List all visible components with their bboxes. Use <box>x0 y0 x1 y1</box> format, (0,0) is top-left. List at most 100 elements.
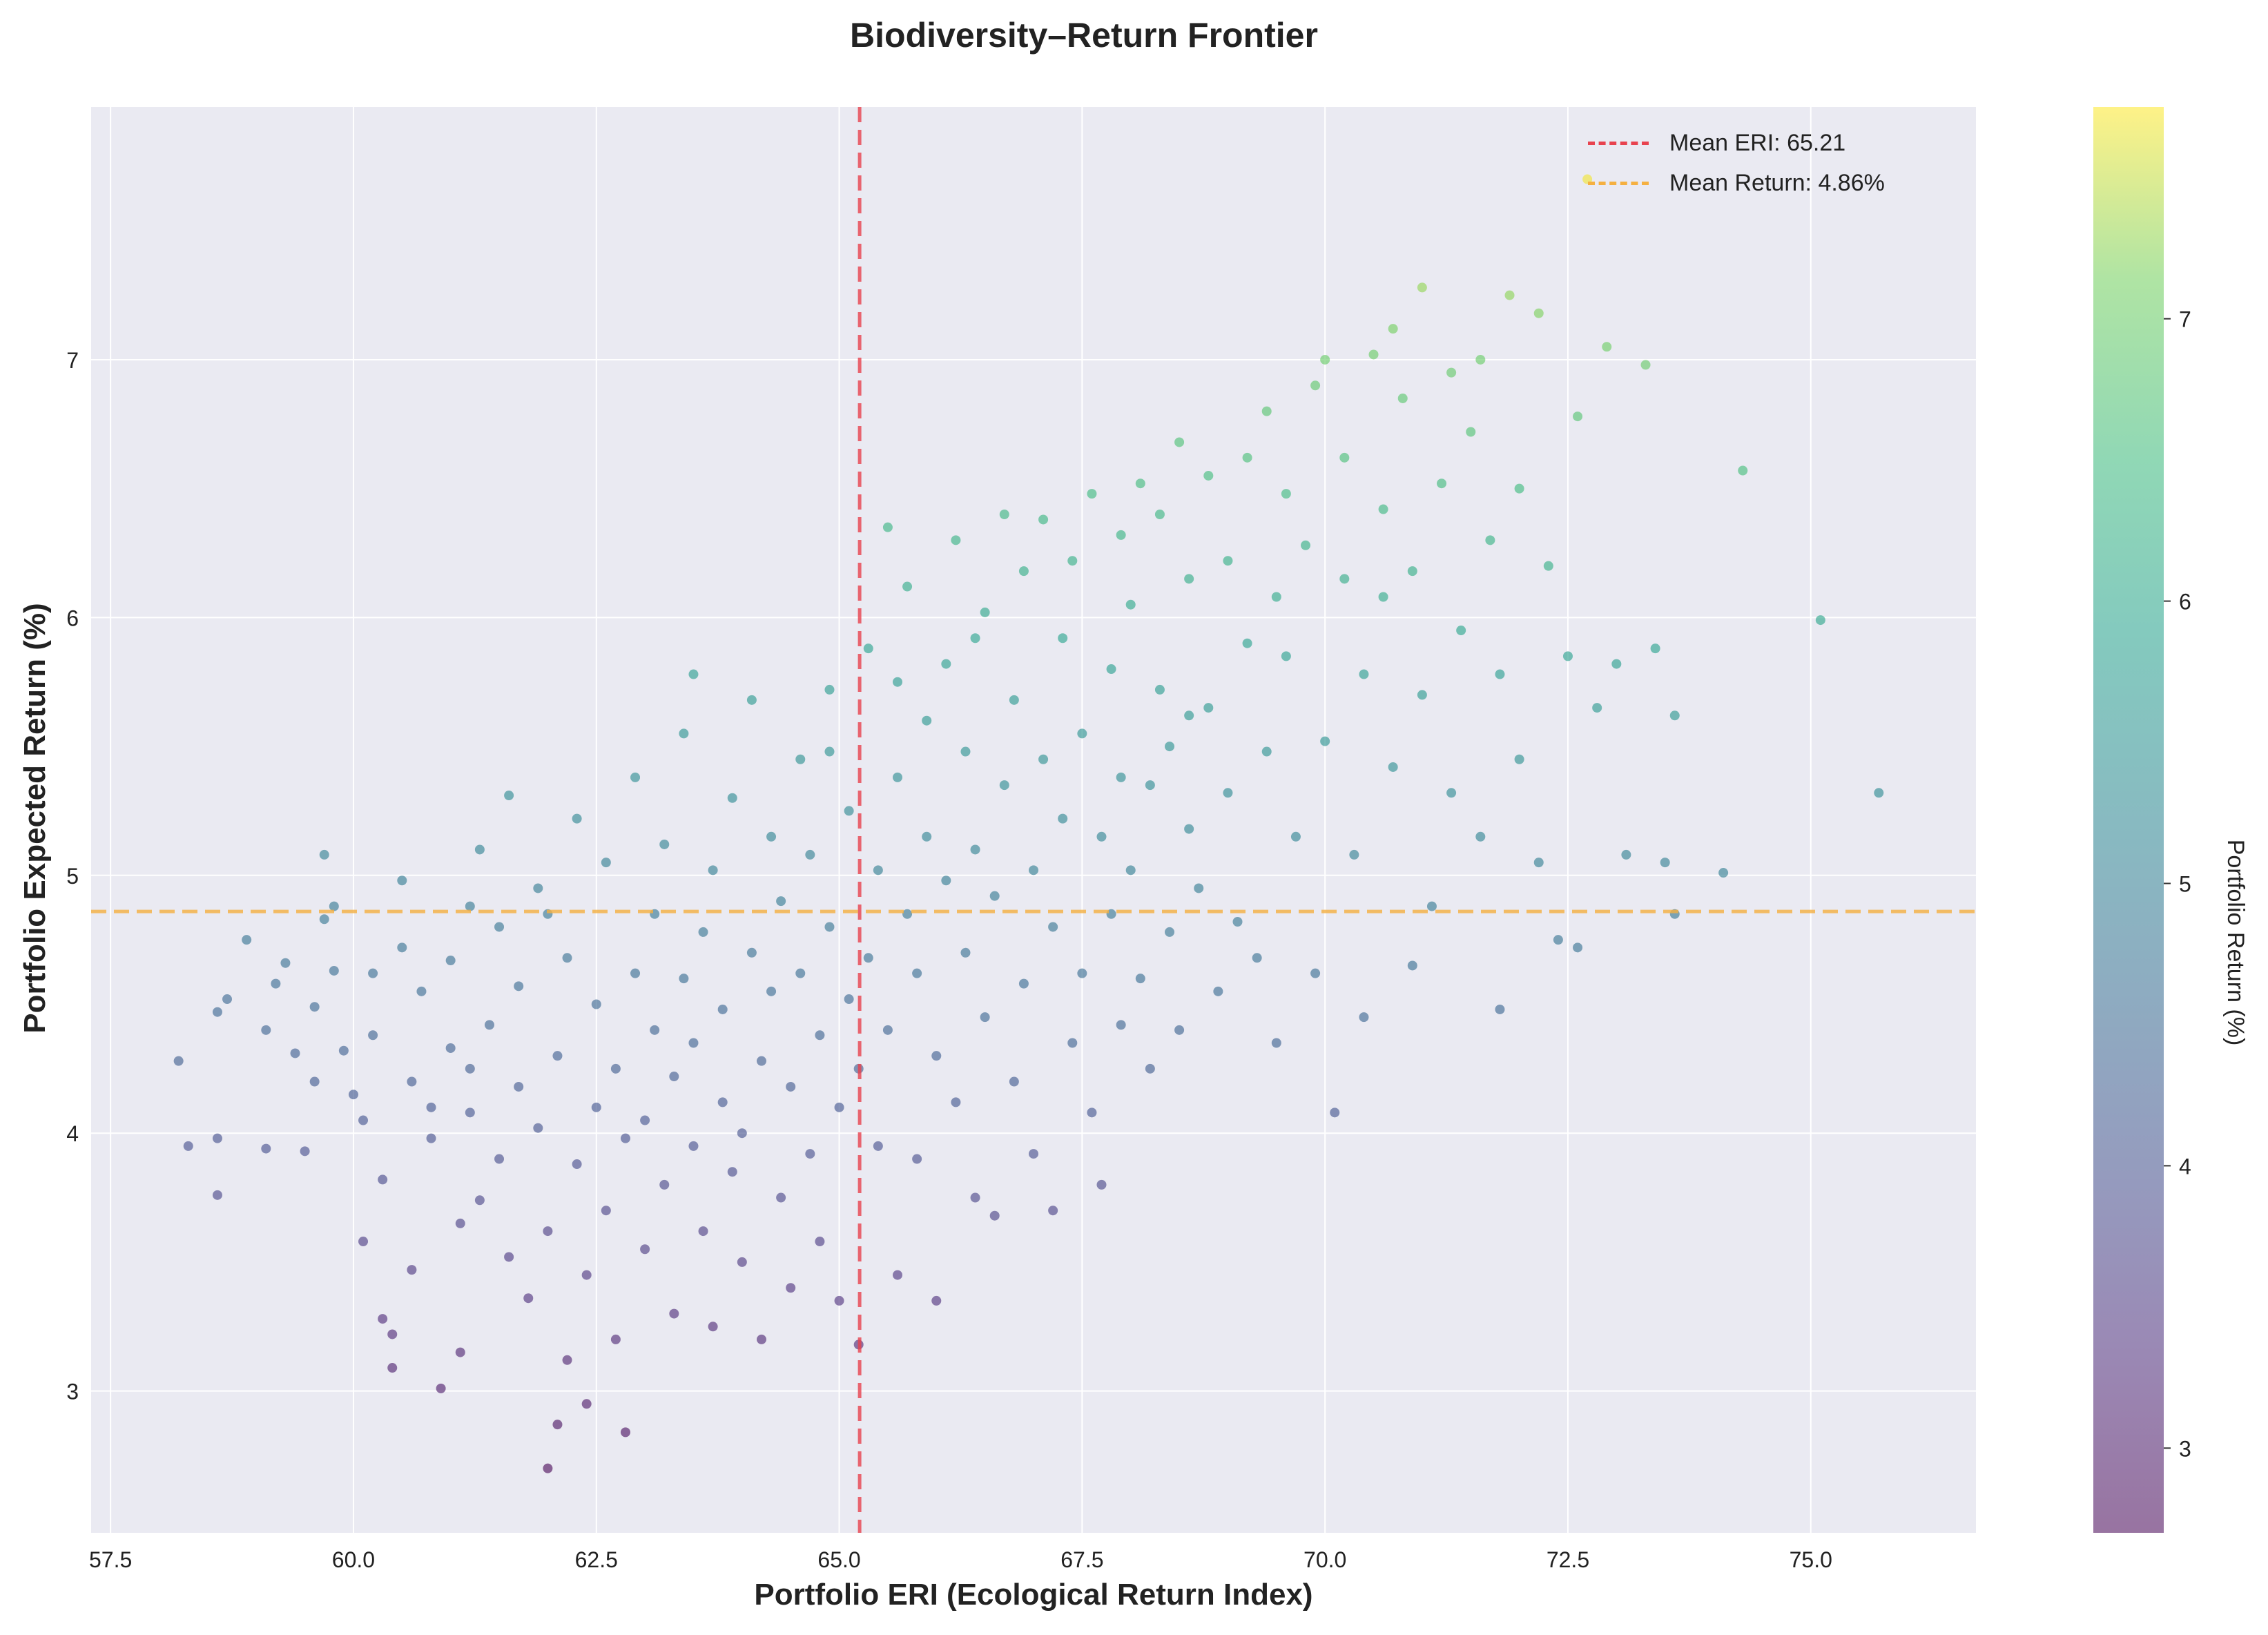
data-point <box>387 1329 398 1339</box>
y-ticks: 3 4 5 6 7 <box>66 348 79 1404</box>
data-point <box>416 986 427 996</box>
data-point <box>1815 615 1825 626</box>
data-point <box>1038 514 1049 525</box>
data-point <box>873 865 883 875</box>
data-point <box>1301 540 1311 550</box>
data-point <box>912 1154 922 1164</box>
data-point <box>1242 452 1252 463</box>
data-point <box>630 772 641 782</box>
colorbar <box>2093 107 2164 1533</box>
data-point <box>941 659 951 669</box>
x-axis-label: Portfolio ERI (Ecological Return Index) <box>754 1578 1313 1612</box>
data-point <box>1407 566 1417 577</box>
data-point <box>591 1102 601 1112</box>
data-point <box>562 1355 572 1365</box>
data-point <box>552 1051 563 1061</box>
data-point <box>669 1072 679 1082</box>
data-point <box>1048 922 1058 932</box>
data-point <box>1495 669 1505 679</box>
data-point <box>407 1076 417 1087</box>
data-point <box>698 1226 708 1237</box>
data-point <box>1184 710 1194 721</box>
data-point <box>659 839 670 849</box>
data-point <box>1125 865 1136 875</box>
data-point <box>338 1045 349 1056</box>
data-point <box>348 1090 358 1100</box>
data-point <box>504 1252 514 1262</box>
data-point <box>1495 1004 1505 1014</box>
data-point <box>445 1043 456 1053</box>
data-point <box>581 1399 592 1409</box>
data-point <box>543 1463 553 1473</box>
data-point <box>1252 953 1262 963</box>
data-point <box>436 1383 446 1393</box>
data-point <box>504 791 514 801</box>
data-point <box>1223 788 1233 798</box>
data-point <box>931 1295 942 1306</box>
data-point <box>1058 813 1068 824</box>
data-point <box>378 1174 388 1185</box>
data-point <box>1106 664 1116 675</box>
data-point <box>1485 535 1495 545</box>
chart-title: Biodiversity–Return Frontier <box>850 16 1318 55</box>
data-point <box>1397 393 1408 403</box>
data-point <box>1533 858 1544 868</box>
data-point <box>1562 651 1573 661</box>
data-point <box>1242 638 1252 648</box>
data-point <box>1738 465 1748 476</box>
data-point <box>1261 746 1272 757</box>
data-point <box>1194 883 1204 893</box>
data-point <box>815 1237 825 1247</box>
data-point <box>970 1192 980 1203</box>
data-point <box>465 901 475 911</box>
data-point <box>319 849 329 860</box>
data-point <box>1349 849 1359 860</box>
y-tick-label: 7 <box>66 348 79 373</box>
data-point <box>815 1030 825 1041</box>
data-point <box>242 935 252 945</box>
data-point <box>1261 406 1272 416</box>
data-point <box>1475 354 1486 365</box>
data-point <box>591 999 601 1009</box>
data-point <box>543 1226 553 1237</box>
data-point <box>902 909 913 919</box>
legend-label-mean-return: Mean Return: 4.86% <box>1669 169 1885 196</box>
data-point <box>620 1133 630 1143</box>
data-point <box>484 1020 494 1030</box>
data-point <box>494 1154 505 1164</box>
data-point <box>698 927 708 937</box>
data-point <box>1446 367 1457 378</box>
data-point <box>951 1097 961 1107</box>
data-point <box>737 1257 747 1267</box>
data-point <box>834 1102 844 1112</box>
data-point <box>465 1063 475 1074</box>
reference-lines <box>91 107 1976 1533</box>
data-point <box>1154 684 1165 695</box>
data-point <box>882 1025 893 1035</box>
data-point <box>1029 865 1038 875</box>
data-point <box>999 780 1009 791</box>
data-point <box>368 968 378 978</box>
data-point <box>1543 561 1553 571</box>
data-point <box>1417 690 1427 700</box>
data-point <box>1067 1038 1078 1048</box>
data-point <box>980 1012 990 1023</box>
data-point <box>1514 754 1524 764</box>
data-point <box>610 1063 621 1074</box>
data-point <box>581 1270 592 1280</box>
data-point <box>533 1123 543 1133</box>
data-point <box>552 1420 563 1430</box>
data-point <box>1135 974 1145 984</box>
y-tick-label: 6 <box>66 606 79 630</box>
data-point <box>708 1322 718 1332</box>
x-tick-label: 65.0 <box>817 1547 860 1572</box>
data-point <box>1048 1206 1058 1216</box>
data-point <box>844 994 854 1005</box>
data-point <box>280 958 291 968</box>
data-point <box>882 522 893 532</box>
data-point <box>1669 710 1680 721</box>
data-point <box>892 1270 902 1280</box>
data-point <box>474 1195 485 1206</box>
data-point <box>426 1133 436 1143</box>
data-point <box>523 1293 534 1304</box>
